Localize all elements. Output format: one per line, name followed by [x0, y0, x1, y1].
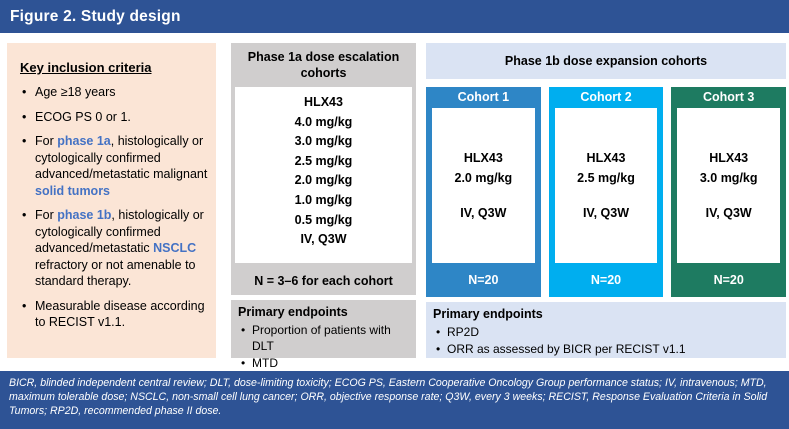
endpoint-item: MTD	[238, 355, 410, 371]
phase1a-title: Phase 1a dose escalation cohorts	[247, 50, 400, 80]
highlighted-text: phase 1a	[57, 134, 111, 148]
inclusion-criteria-item: For phase 1b, histologically or cytologi…	[20, 207, 208, 290]
dose-list: 4.0 mg/kg 3.0 mg/kg 2.5 mg/kg 2.0 mg/kg 1.0 …	[235, 113, 412, 231]
cohort-3-drug: HLX43	[709, 151, 749, 165]
endpoint-item: Proportion of patients with DLT	[238, 322, 410, 354]
text-segment: refractory or not amenable to standard t…	[35, 257, 196, 289]
text-segment: Measurable disease according to RECIST v…	[35, 298, 205, 330]
footnote-bar: BICR, blinded independent central review…	[0, 371, 789, 429]
text-segment: ECOG PS 0 or 1.	[35, 109, 131, 124]
inclusion-criteria-item: ECOG PS 0 or 1.	[20, 109, 208, 126]
cohort-cards-row: Cohort 1 HLX43 2.0 mg/kg IV, Q3W N=20 Co…	[426, 87, 787, 297]
phase1a-endpoints-panel: Primary endpoints Proportion of patients…	[231, 300, 416, 371]
phase1a-panel: Phase 1a dose escalation cohorts HLX43 4…	[231, 43, 416, 295]
cohort-3-n-badge: N=20	[713, 273, 744, 287]
text-segment: Age ≥18 years	[35, 85, 116, 99]
inclusion-criteria-item: For phase 1a, histologically or cytologi…	[20, 133, 208, 199]
phase1b-endpoints-list: RP2DORR as assessed by BICR per RECIST v…	[433, 324, 780, 357]
inclusion-criteria-list: Age ≥18 years ECOG PS 0 or 1. For phase 1a…	[20, 84, 208, 331]
cohort-2-dose: 2.5 mg/kg	[577, 171, 635, 185]
cohort-card-1: Cohort 1 HLX43 2.0 mg/kg IV, Q3W N=20	[426, 87, 541, 297]
dose-escalation-box: HLX43 4.0 mg/kg 3.0 mg/kg 2.5 mg/kg 2.0 mg/…	[235, 87, 412, 263]
dose-level: 1.0 mg/kg	[294, 192, 353, 207]
phase1b-header: Phase 1b dose expansion cohorts	[426, 43, 786, 79]
highlighted-text: NSCLC	[153, 241, 197, 255]
cohort-card-2: Cohort 2 HLX43 2.5 mg/kg IV, Q3W N=20	[548, 87, 664, 297]
cohort-1-schedule: IV, Q3W	[460, 206, 507, 220]
figure-title: Figure 2. Study design	[10, 7, 181, 25]
cohort-card-3: Cohort 3 HLX43 3.0 mg/kg IV, Q3W N=20	[671, 87, 787, 297]
cohort-2-drug: HLX43	[586, 151, 626, 165]
dose-level: 3.0 mg/kg	[294, 134, 353, 149]
figure-title-bar: Figure 2. Study design	[0, 0, 789, 33]
text-segment: For	[35, 208, 58, 222]
cohort-1-n-badge: N=20	[468, 273, 499, 287]
cohort-1-header: Cohort 1	[457, 90, 510, 104]
cohort-3-schedule: IV, Q3W	[705, 206, 752, 220]
text-segment: , histologically or cytologically confir…	[35, 208, 204, 255]
inclusion-criteria-item: Age ≥18 years	[20, 84, 208, 101]
phase1a-endpoints-title: Primary endpoints	[238, 305, 348, 319]
phase1b-endpoints-panel: Primary endpoints RP2DORR as assessed by…	[426, 302, 786, 358]
endpoint-item: ORR as assessed by BICR per RECIST v1.1	[433, 341, 780, 357]
dose-level: 2.0 mg/kg	[294, 173, 353, 188]
highlighted-text: phase 1b	[57, 208, 112, 222]
cohort-2-n-badge: N=20	[590, 273, 622, 287]
dose-level: 4.0 mg/kg	[294, 114, 353, 129]
inclusion-criteria-panel: Key inclusion criteria Age ≥18 years ECOG…	[7, 43, 216, 358]
cohort-2-schedule: IV, Q3W	[582, 206, 630, 220]
cohort-3-header: Cohort 3	[702, 90, 755, 104]
cohort-2-header: Cohort 2	[580, 90, 632, 104]
footnote-text: BICR, blinded independent central review…	[9, 377, 768, 417]
cohort-1-body: HLX43 2.0 mg/kg IV, Q3W	[432, 108, 535, 263]
cohort-3-dose: 3.0 mg/kg	[699, 171, 758, 185]
cohort-1-dose: 2.0 mg/kg	[454, 171, 513, 185]
dose-level: 2.5 mg/kg	[294, 153, 353, 168]
dose-schedule: IV, Q3W	[300, 232, 347, 247]
drug-name: HLX43	[304, 95, 343, 109]
cohort-1-drug: HLX43	[463, 151, 503, 165]
cohort-size-note: N = 3–6 for each cohort	[254, 274, 393, 288]
phase1b-title: Phase 1b dose expansion cohorts	[504, 54, 708, 68]
cohort-2-body: HLX43 2.5 mg/kg IV, Q3W	[554, 108, 658, 263]
phase1a-endpoints-list: Proportion of patients with DLTMTD	[238, 322, 410, 371]
endpoint-item: RP2D	[433, 324, 780, 340]
cohort-3-body: HLX43 3.0 mg/kg IV, Q3W	[677, 108, 781, 263]
dose-level: 0.5 mg/kg	[294, 212, 353, 227]
highlighted-text: solid tumors	[35, 183, 111, 198]
inclusion-criteria-title: Key inclusion criteria	[20, 60, 152, 75]
phase1b-endpoints-title: Primary endpoints	[433, 307, 543, 321]
text-segment: , histologically or cytologically confir…	[35, 134, 208, 181]
inclusion-criteria-item: Measurable disease according to RECIST v…	[20, 298, 208, 331]
text-segment: For	[35, 134, 58, 148]
